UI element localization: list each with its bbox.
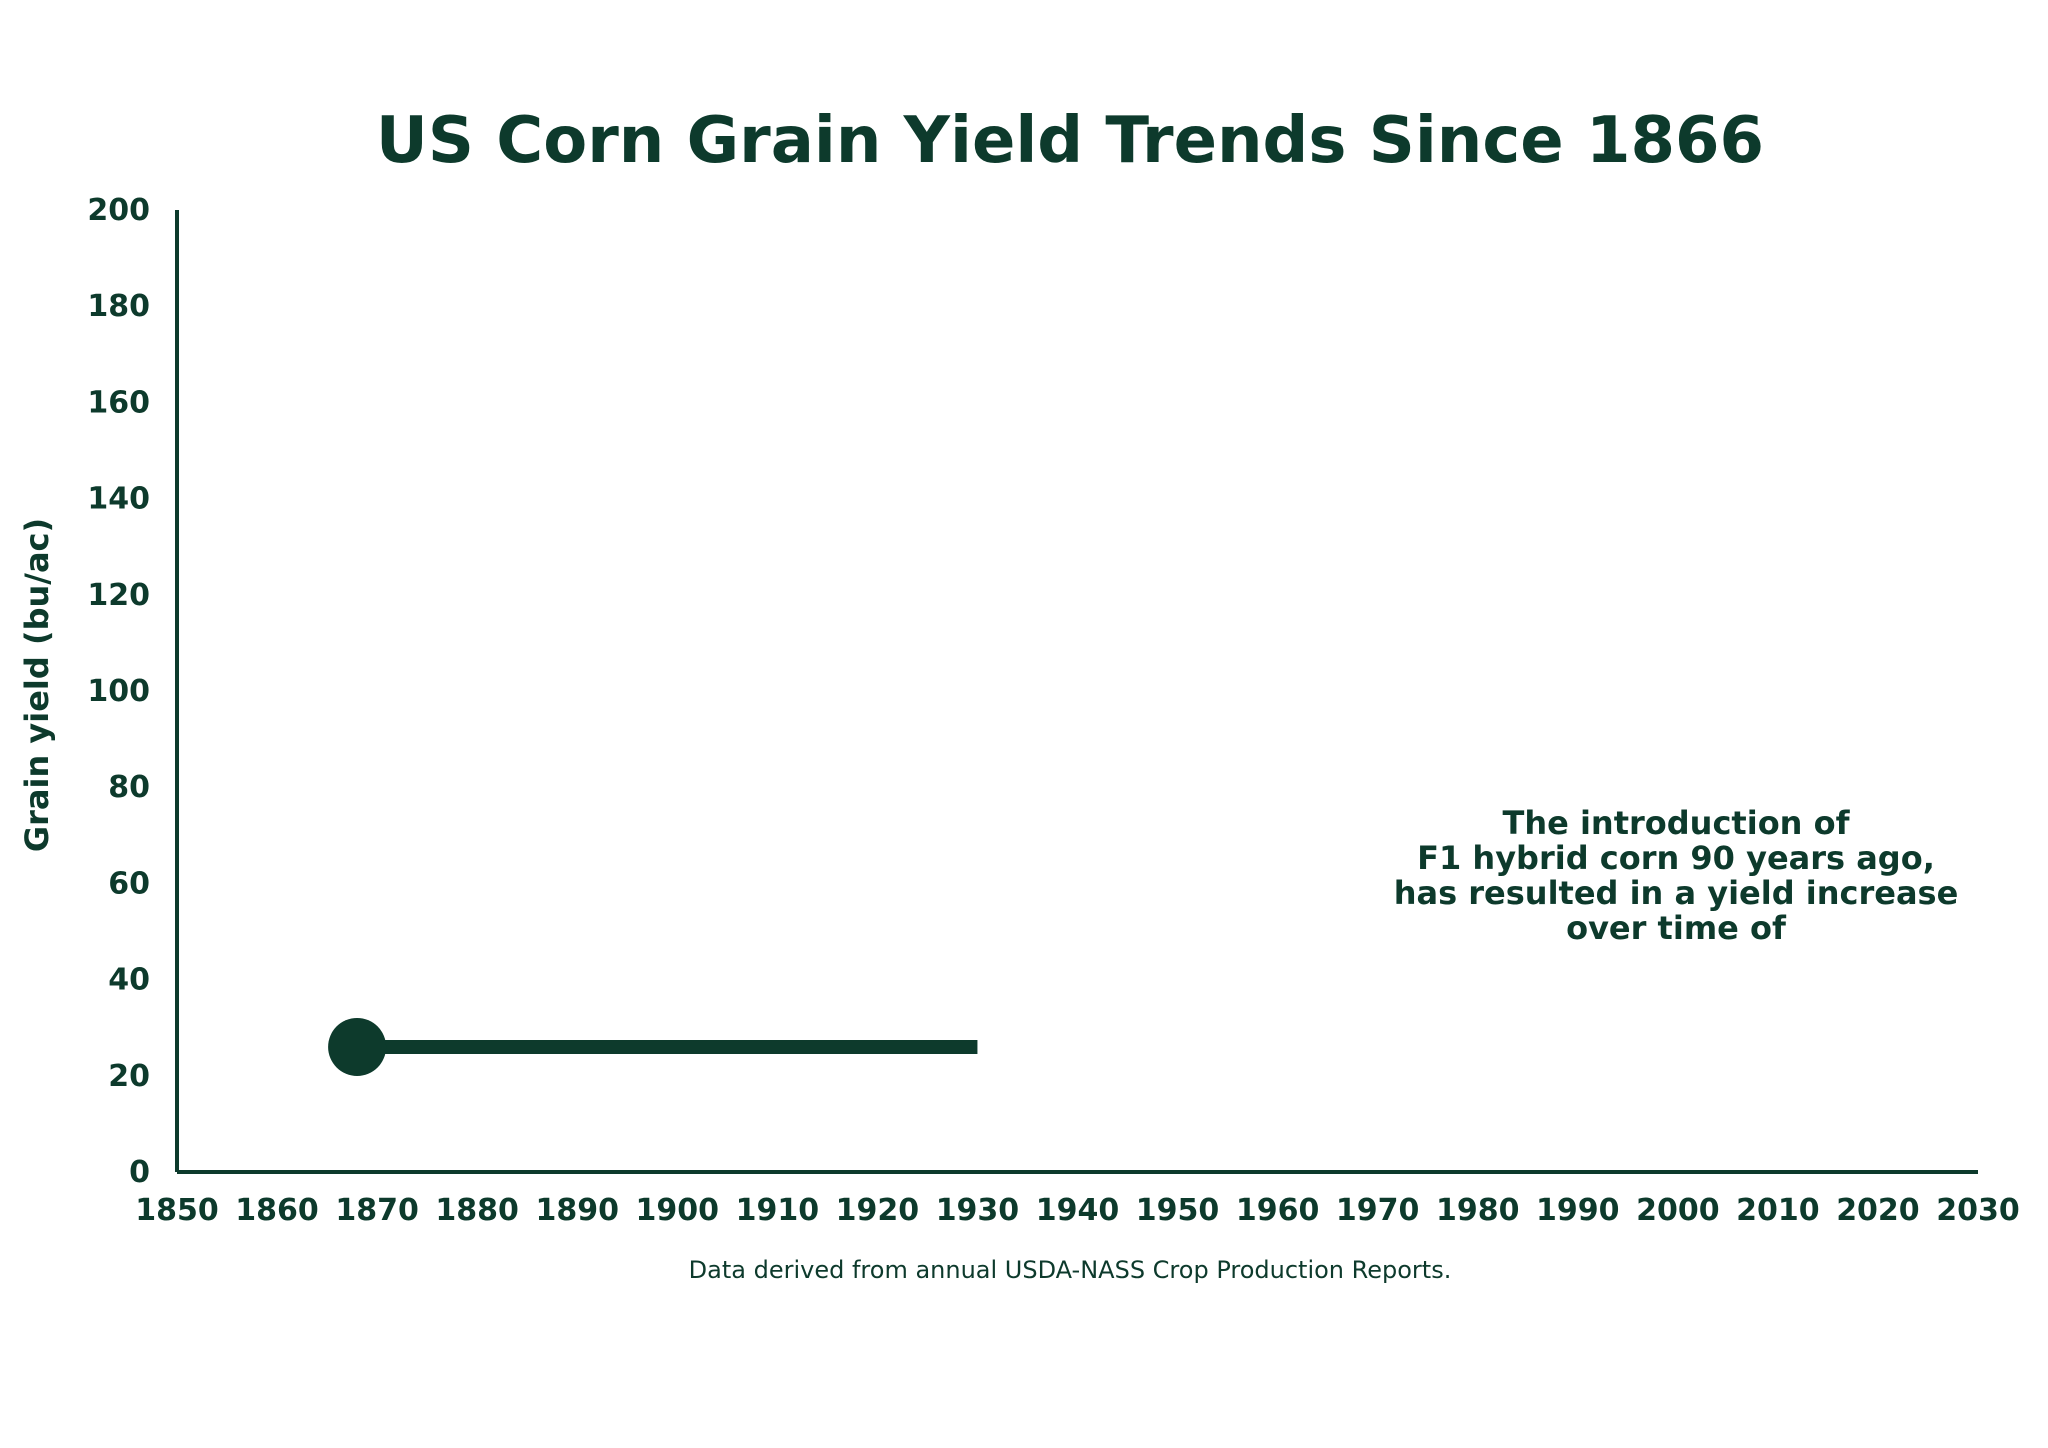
y-tick-label: 200 [87,193,150,228]
x-tick-label: 1910 [736,1193,820,1228]
x-tick-label: 1990 [1536,1193,1620,1228]
x-tick-label: 2030 [1936,1193,2020,1228]
y-tick-label: 80 [108,770,150,805]
y-tick-label: 20 [108,1059,150,1094]
series-start-marker [328,1017,387,1076]
x-tick-label: 1900 [636,1193,720,1228]
x-tick-label: 1980 [1436,1193,1520,1228]
x-axis-ticks: 1850 1860 1870 1880 1890 1900 1910 1920 1930 1940… [135,1193,2020,1228]
y-tick-label: 40 [108,963,150,998]
x-tick-label: 2010 [1736,1193,1820,1228]
x-tick-label: 1880 [435,1193,519,1228]
annotation-line: F1 hybrid corn 90 years ago, [1417,839,1935,877]
x-tick-label: 1970 [1336,1193,1420,1228]
annotation-line: The introduction of [1503,804,1851,842]
x-tick-label: 1870 [335,1193,419,1228]
x-tick-label: 1940 [1036,1193,1120,1228]
annotation-text: The introduction of F1 hybrid corn 90 yea… [1394,804,1959,947]
annotation-line: has resulted in a yield increase [1394,874,1959,912]
x-tick-label: 2000 [1636,1193,1720,1228]
x-tick-label: 1950 [1136,1193,1220,1228]
x-tick-label: 1930 [936,1193,1020,1228]
y-tick-label: 100 [87,674,150,709]
x-tick-label: 1850 [135,1193,219,1228]
source-note: Data derived from annual USDA-NASS Crop … [689,1256,1452,1284]
y-tick-label: 160 [87,385,150,420]
x-tick-label: 1960 [1236,1193,1320,1228]
y-tick-label: 180 [87,289,150,324]
y-tick-label: 140 [87,482,150,517]
y-axis-ticks: 0 20 40 60 80 100 120 140 160 180 200 [87,193,150,1190]
y-tick-label: 60 [108,866,150,901]
x-tick-label: 1860 [235,1193,319,1228]
x-tick-label: 1890 [535,1193,619,1228]
y-tick-label: 0 [129,1155,150,1190]
chart-title: US Corn Grain Yield Trends Since 1866 [376,104,1764,178]
series-layer [328,1017,978,1076]
y-axis-label: Grain yield (bu/ac) [18,518,56,852]
y-tick-label: 120 [87,578,150,613]
x-tick-label: 1920 [836,1193,920,1228]
x-tick-label: 2020 [1836,1193,1920,1228]
annotation-line: over time of [1566,909,1787,947]
